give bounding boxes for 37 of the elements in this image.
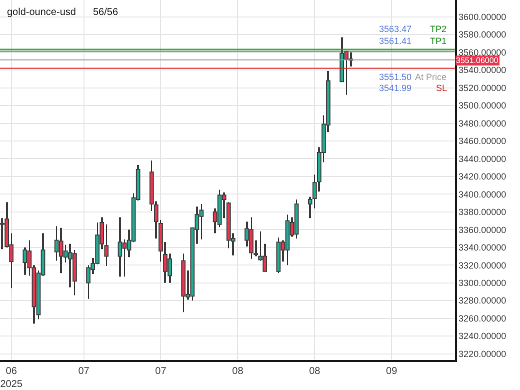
y-tick-label: 3340.00000 xyxy=(458,242,506,253)
annotation: 3561.41 xyxy=(379,36,412,46)
text: gold-ounce-usd xyxy=(7,7,76,18)
y-tick-label: 3540.00000 xyxy=(458,65,506,76)
y-tick-label: 3320.00000 xyxy=(458,260,506,270)
y-tick-label: 3380.00000 xyxy=(458,207,506,218)
x-tick-label: 07 xyxy=(78,366,90,377)
y-tick-label: 3240.00000 xyxy=(458,331,506,342)
y-tick-label: 3560.00000 xyxy=(458,47,506,58)
x-tick-label: 08 xyxy=(232,366,244,377)
text: 3551.06000 xyxy=(456,56,499,65)
y-tick-label: 3420.00000 xyxy=(458,172,506,182)
ref-line-label: At Price xyxy=(415,72,447,82)
y-tick-label: 3500.00000 xyxy=(458,100,506,111)
ref-line-label: TP2 xyxy=(430,24,447,34)
y-tick-label: 3360.00000 xyxy=(458,224,506,235)
x-tick-label: 08 xyxy=(309,366,321,377)
x-tick-label: 07 xyxy=(155,366,167,377)
y-tick-label: 3520.00000 xyxy=(458,82,506,93)
y-tick-label: 3440.00000 xyxy=(458,154,506,164)
y-tick-label: 3460.00000 xyxy=(458,136,506,146)
annotation: 3541.99 xyxy=(379,83,412,93)
annotation: 3551.50 xyxy=(379,72,412,82)
ref-line-label: SL xyxy=(436,83,448,93)
y-tick-label: 3600.00000 xyxy=(458,12,506,22)
annotation: 3563.47 xyxy=(379,24,412,34)
y-tick-label: 3300.00000 xyxy=(458,278,506,288)
y-tick-label: 3260.00000 xyxy=(458,313,506,324)
y-tick-label: 3280.00000 xyxy=(458,296,506,306)
y-tick-label: 3480.00000 xyxy=(458,118,506,128)
x-tick-label: 06 2025 xyxy=(0,366,23,390)
ref-line-label: TP1 xyxy=(430,36,447,46)
text: 56/56 xyxy=(93,7,118,18)
y-tick-label: 3580.00000 xyxy=(458,30,506,40)
x-tick-label: 09 xyxy=(386,366,398,377)
y-tick-label: 3220.00000 xyxy=(458,348,506,359)
y-tick-label: 3400.00000 xyxy=(458,189,506,200)
